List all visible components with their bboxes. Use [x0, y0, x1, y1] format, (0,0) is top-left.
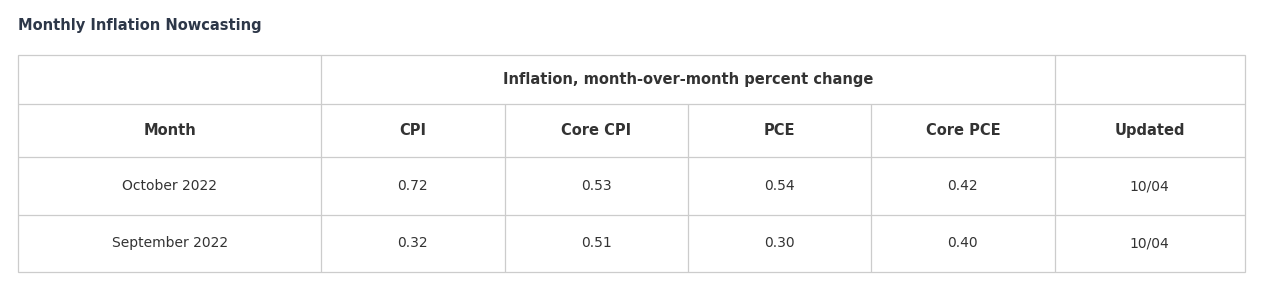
Text: Month: Month	[143, 123, 196, 138]
Text: October 2022: October 2022	[122, 179, 218, 193]
Text: 0.42: 0.42	[947, 179, 978, 193]
Text: Updated: Updated	[1115, 123, 1185, 138]
Text: 10/04: 10/04	[1130, 179, 1170, 193]
Text: 0.54: 0.54	[764, 179, 795, 193]
Text: September 2022: September 2022	[111, 236, 228, 250]
Text: 0.53: 0.53	[581, 179, 612, 193]
Text: 0.32: 0.32	[398, 236, 429, 250]
Text: Monthly Inflation Nowcasting: Monthly Inflation Nowcasting	[18, 18, 261, 33]
Bar	[18, 55, 1245, 272]
Text: Inflation, month-over-month percent change: Inflation, month-over-month percent chan…	[503, 72, 873, 87]
Text: CPI: CPI	[399, 123, 426, 138]
Text: 0.51: 0.51	[581, 236, 612, 250]
Text: 0.30: 0.30	[764, 236, 795, 250]
Text: Core PCE: Core PCE	[925, 123, 1000, 138]
Text: Core CPI: Core CPI	[561, 123, 631, 138]
Text: 10/04: 10/04	[1130, 236, 1170, 250]
Text: PCE: PCE	[764, 123, 795, 138]
Text: 0.40: 0.40	[947, 236, 978, 250]
Text: 0.72: 0.72	[398, 179, 429, 193]
